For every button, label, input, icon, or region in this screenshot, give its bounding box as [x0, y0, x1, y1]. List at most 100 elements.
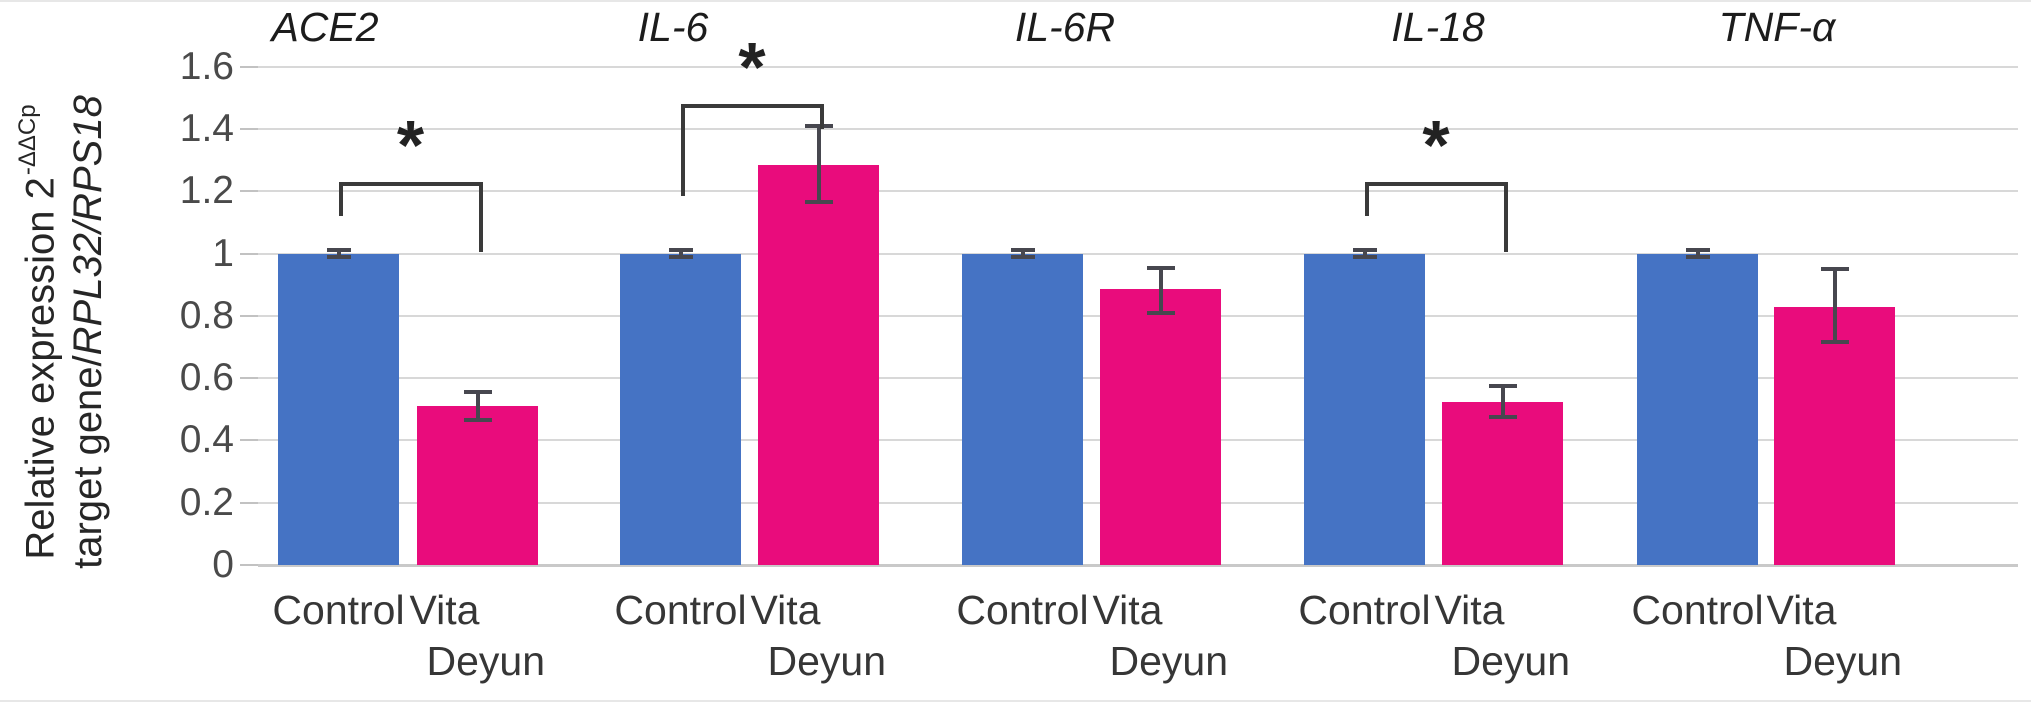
error-bar-cap-bottom-control-IL-6R [1010, 254, 1035, 259]
error-bar-whisker-control-IL-6 [678, 250, 683, 257]
error-bar-cap-top-control-IL-6 [668, 248, 693, 253]
x-label-vita-line: Vita [1766, 587, 1837, 633]
y-tick-1 [240, 252, 258, 255]
gridline-1.4 [258, 127, 2018, 130]
error-bar-whisker-vita-deyun-IL-6 [816, 125, 821, 203]
x-label-control-ACE2: Control [272, 587, 405, 633]
error-bar-cap-bottom-vita-deyun-IL-6R [1146, 310, 1175, 315]
panel-title-ACE2: ACE2 [271, 4, 379, 50]
y-tick-1.6 [240, 65, 258, 68]
x-label-vita-line: Vita [750, 587, 821, 633]
error-bar-cap-bottom-vita-deyun-ACE2 [463, 418, 492, 423]
gridline-1.6 [258, 65, 2018, 68]
x-label-vita-deyun-IL-6: Vita Deyun [751, 585, 931, 687]
y-tick-label-1.2: 1.2 [179, 169, 234, 213]
error-bar-whisker-control-TNF-α [1695, 250, 1700, 257]
error-bar-whisker-vita-deyun-IL-6R [1158, 267, 1163, 313]
significance-star-ACE2: * [396, 105, 425, 184]
y-tick-1.2 [240, 190, 258, 193]
bar-vita-deyun-ACE2 [417, 406, 538, 565]
error-bar-cap-top-vita-deyun-IL-18 [1488, 383, 1517, 388]
error-bar-cap-bottom-vita-deyun-IL-18 [1488, 415, 1517, 419]
y-tick-1.4 [240, 127, 258, 130]
error-bar-whisker-vita-deyun-IL-18 [1500, 385, 1505, 418]
x-label-control-IL-6: Control [614, 587, 747, 633]
x-label-deyun-line: Deyun [1451, 638, 1571, 684]
gridline-0 [258, 563, 2018, 567]
y-tick-0.2 [240, 501, 258, 504]
error-bar-cap-top-vita-deyun-IL-6R [1146, 265, 1175, 270]
significance-bracket-left-ACE2 [338, 181, 343, 217]
significance-star-IL-18: * [1422, 105, 1450, 184]
significance-bracket-left-IL-6 [680, 104, 685, 196]
bar-control-TNF-α [1637, 253, 1758, 565]
y-tick-label-1.4: 1.4 [179, 106, 234, 150]
significance-bracket-right-ACE2 [478, 181, 483, 252]
error-bar-whisker-control-ACE2 [336, 250, 341, 257]
x-label-deyun-line: Deyun [1783, 638, 1903, 684]
panel-title-IL-6R: IL-6R [1014, 4, 1116, 50]
y-tick-label-1: 1 [212, 231, 234, 275]
error-bar-cap-top-control-ACE2 [326, 248, 351, 253]
x-label-control-IL-18: Control [1298, 587, 1431, 633]
x-label-control-IL-6R: Control [956, 587, 1089, 633]
error-bar-whisker-control-IL-6R [1020, 250, 1025, 257]
error-bar-whisker-vita-deyun-ACE2 [475, 392, 480, 421]
panel-title-IL-6: IL-6 [637, 4, 709, 50]
panel-title-IL-18: IL-18 [1391, 4, 1485, 50]
y-tick-0.6 [240, 377, 258, 380]
figure-top-border [0, 0, 2031, 2]
significance-bracket-right-IL-18 [1503, 181, 1508, 252]
bar-control-IL-6 [620, 253, 741, 565]
error-bar-cap-bottom-control-TNF-α [1685, 254, 1710, 259]
x-label-deyun-line: Deyun [1109, 638, 1229, 684]
y-tick-label-1.6: 1.6 [179, 44, 234, 88]
bar-control-ACE2 [278, 253, 399, 565]
error-bar-cap-bottom-control-ACE2 [326, 254, 351, 259]
y-tick-0.8 [240, 314, 258, 317]
error-bar-cap-bottom-control-IL-6 [668, 254, 693, 259]
significance-bracket-left-IL-18 [1364, 181, 1369, 217]
error-bar-cap-top-vita-deyun-ACE2 [463, 390, 492, 395]
y-tick-label-0: 0 [212, 543, 234, 586]
significance-bracket-hbar-ACE2 [338, 181, 483, 186]
significance-bracket-hbar-IL-18 [1364, 181, 1508, 186]
panel-title-TNF-α: TNF-α [1718, 4, 1836, 50]
y-tick-label-0.6: 0.6 [179, 356, 234, 400]
error-bar-whisker-control-IL-18 [1362, 250, 1367, 257]
bar-vita-deyun-IL-6 [758, 164, 879, 565]
significance-star-IL-6: * [738, 28, 766, 106]
x-label-vita-deyun-IL-18: Vita Deyun [1435, 585, 1615, 687]
bar-vita-deyun-TNF-α [1774, 306, 1895, 565]
x-label-deyun-line: Deyun [426, 638, 546, 684]
bar-vita-deyun-IL-18 [1442, 401, 1563, 565]
significance-bracket-hbar-IL-6 [680, 104, 824, 108]
x-label-vita-line: Vita [1092, 587, 1163, 633]
figure-bottom-border [0, 700, 2031, 702]
error-bar-cap-top-control-TNF-α [1685, 248, 1710, 253]
error-bar-cap-bottom-control-IL-18 [1352, 254, 1377, 259]
gridline-1.2 [258, 190, 2018, 193]
error-bar-cap-top-control-IL-18 [1352, 248, 1377, 253]
gridline-1 [258, 252, 2018, 255]
error-bar-cap-bottom-vita-deyun-TNF-α [1820, 340, 1849, 345]
x-label-deyun-line: Deyun [767, 638, 887, 684]
y-tick-label-0.4: 0.4 [179, 418, 234, 462]
error-bar-cap-top-vita-deyun-TNF-α [1820, 267, 1849, 272]
significance-bracket-right-IL-6 [819, 104, 824, 129]
x-label-vita-line: Vita [409, 587, 480, 633]
error-bar-cap-bottom-vita-deyun-IL-6 [804, 200, 833, 205]
x-label-control-TNF-α: Control [1631, 587, 1764, 633]
x-label-vita-deyun-IL-6R: Vita Deyun [1093, 585, 1273, 687]
bar-vita-deyun-IL-6R [1100, 289, 1221, 565]
x-label-vita-line: Vita [1434, 587, 1505, 633]
bar-control-IL-18 [1304, 253, 1425, 565]
x-label-vita-deyun-ACE2: Vita Deyun [410, 585, 590, 687]
y-tick-0 [240, 564, 258, 566]
y-tick-label-0.2: 0.2 [179, 480, 234, 524]
error-bar-whisker-vita-deyun-TNF-α [1832, 269, 1837, 343]
error-bar-cap-top-vita-deyun-IL-6 [804, 123, 833, 128]
y-tick-label-0.8: 0.8 [179, 293, 234, 337]
